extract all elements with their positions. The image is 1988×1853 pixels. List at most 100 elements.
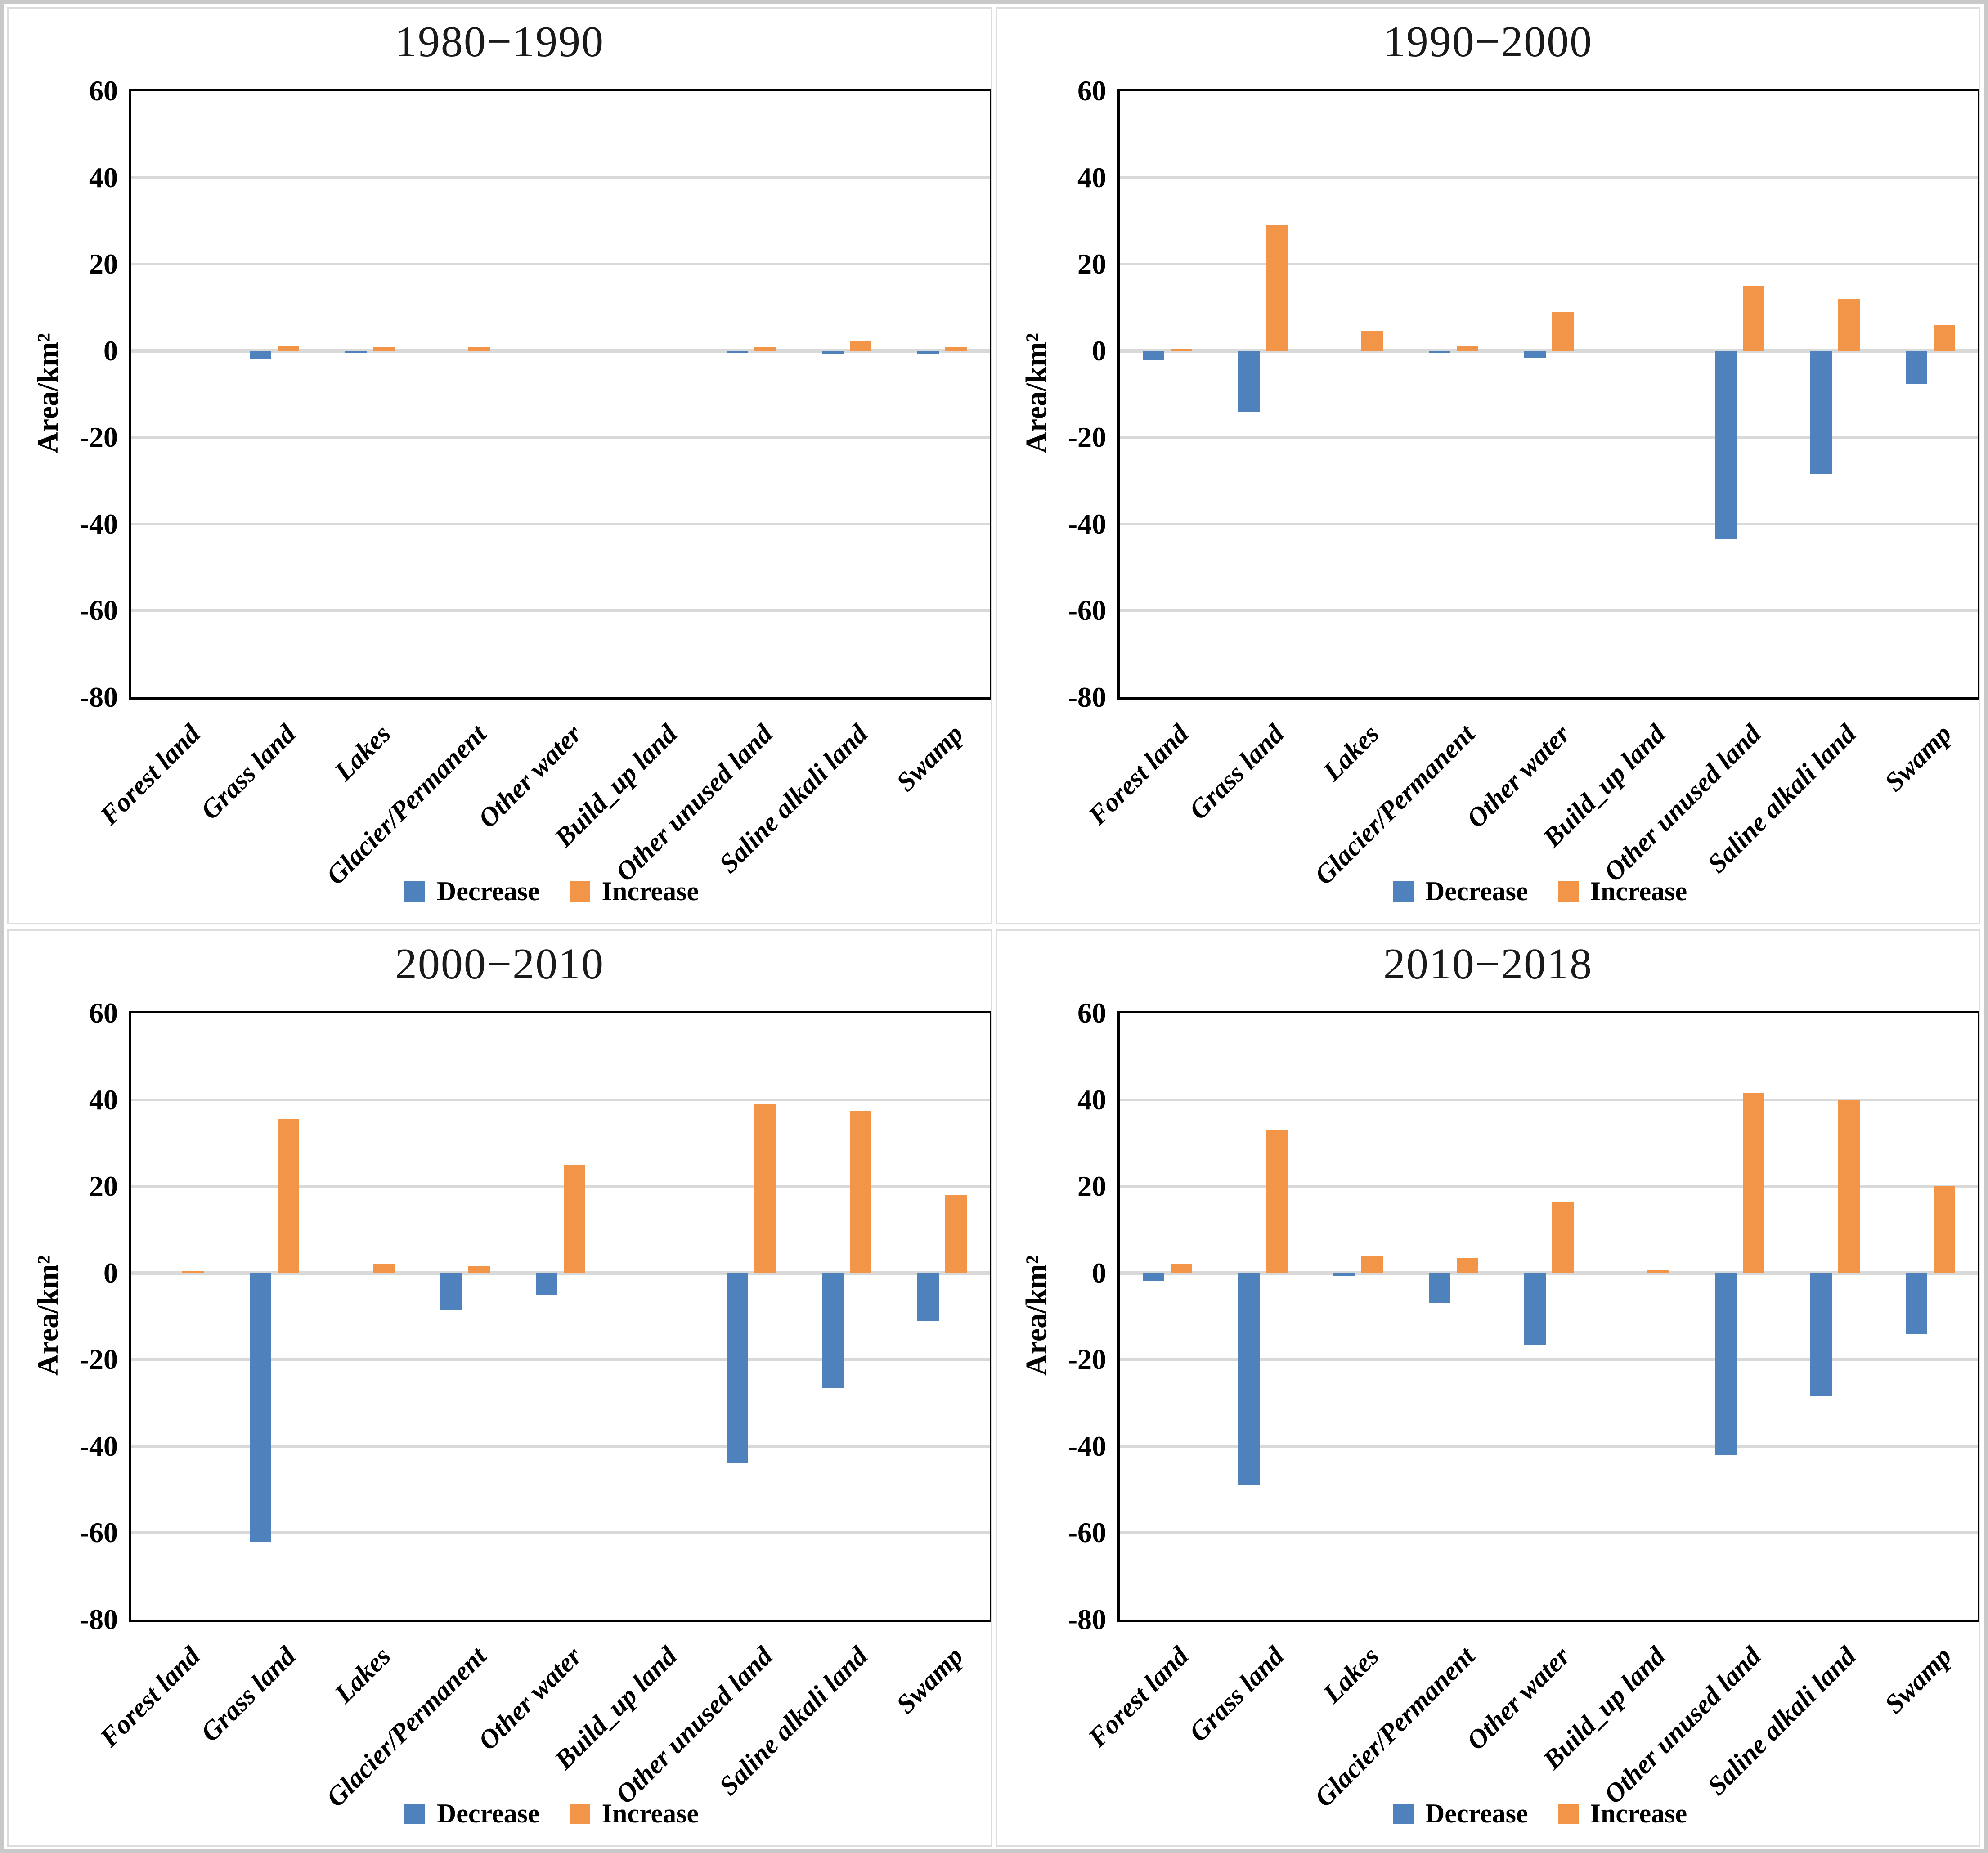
- chart-legend: Decrease Increase: [1117, 876, 1979, 907]
- y-tick-label: -60: [79, 594, 118, 627]
- bar-increase: [945, 1195, 967, 1273]
- bar-decrease: [1906, 350, 1927, 384]
- y-tick-label: 20: [89, 1170, 118, 1202]
- gridline: [1120, 176, 1978, 179]
- bar-increase: [468, 347, 490, 351]
- gridline: [1120, 1358, 1978, 1361]
- bar-decrease: [1143, 1273, 1164, 1281]
- y-tick-label: -20: [1068, 421, 1106, 453]
- bar-decrease: [440, 1273, 462, 1310]
- category-label: Lakes: [1317, 1641, 1385, 1709]
- y-tick-label: -40: [79, 1430, 118, 1462]
- category-label: Glacier/Permanent: [1309, 718, 1481, 891]
- bar-decrease: [345, 350, 367, 353]
- y-tick-label: 40: [89, 161, 118, 193]
- y-tick-label: 60: [1077, 997, 1106, 1029]
- category-label: Lakes: [329, 718, 397, 787]
- gridline: [1120, 1098, 1978, 1101]
- gridline: [131, 1445, 990, 1448]
- y-tick-label: 40: [89, 1083, 118, 1116]
- y-tick-label: 60: [89, 75, 118, 107]
- bar-increase: [1552, 1202, 1574, 1273]
- y-tick-label: -80: [79, 1603, 118, 1635]
- gridline: [131, 1358, 990, 1361]
- category-label: Lakes: [329, 1641, 397, 1709]
- bar-increase: [1266, 1130, 1288, 1273]
- y-tick-label: -20: [79, 1343, 118, 1376]
- legend-label-increase: Increase: [1590, 1799, 1687, 1828]
- chart-legend: Decrease Increase: [129, 876, 991, 907]
- bar-decrease: [250, 1273, 271, 1542]
- category-label: Swamp: [890, 1641, 969, 1719]
- category-label: Lakes: [1317, 718, 1385, 787]
- bar-decrease: [822, 1273, 844, 1388]
- gridline: [131, 436, 990, 439]
- legend-label-increase: Increase: [601, 876, 699, 906]
- bar-decrease: [536, 1273, 557, 1295]
- chart-panel-1990-2000: 1990−2000 Area/km² Decrease Increase 60 4…: [996, 7, 1980, 924]
- legend-swatch-increase: [569, 1803, 590, 1824]
- y-tick-label: 40: [1077, 1083, 1106, 1116]
- zero-gridline: [1120, 1271, 1978, 1275]
- y-tick-label: 40: [1077, 161, 1106, 193]
- gridline: [131, 522, 990, 525]
- legend-label-decrease: Decrease: [1425, 876, 1528, 906]
- bar-decrease: [1238, 1273, 1260, 1485]
- y-tick-label: 0: [1092, 1256, 1106, 1289]
- gridline: [131, 1531, 990, 1534]
- legend-swatch-increase: [1557, 1803, 1579, 1824]
- category-label: Other unused land: [1598, 718, 1767, 888]
- bar-increase: [1171, 348, 1192, 351]
- gridline: [1120, 1531, 1978, 1534]
- bar-decrease: [1333, 1273, 1355, 1277]
- category-label: Swamp: [1879, 1641, 1957, 1719]
- y-tick-label: -80: [79, 681, 118, 713]
- y-tick-label: -40: [1068, 1430, 1106, 1462]
- y-tick-label: 20: [1077, 248, 1106, 280]
- y-tick-label: 20: [89, 248, 118, 280]
- bar-increase: [945, 347, 967, 351]
- bar-increase: [1457, 346, 1478, 351]
- plot-area: [1117, 89, 1979, 700]
- gridline: [1120, 436, 1978, 439]
- y-tick-label: 60: [89, 997, 118, 1029]
- chart-legend: Decrease Increase: [1117, 1798, 1979, 1829]
- y-tick-label: -60: [1068, 1516, 1106, 1549]
- category-label: Forest land: [94, 1641, 206, 1753]
- category-label: Forest land: [1082, 718, 1194, 830]
- category-label: Glacier/Permanent: [1309, 1641, 1481, 1813]
- y-tick-label: -60: [79, 1516, 118, 1549]
- category-label: Forest land: [94, 718, 206, 830]
- bar-increase: [468, 1266, 490, 1273]
- y-tick-label: -20: [79, 421, 118, 453]
- bar-decrease: [1524, 1273, 1546, 1345]
- gridline: [1120, 1185, 1978, 1188]
- gridline: [1120, 609, 1978, 612]
- chart-panel-2000-2010: 2000−2010 Area/km² Decrease Increase 60 4…: [7, 929, 992, 1847]
- legend-label-decrease: Decrease: [436, 1799, 540, 1828]
- bar-increase: [373, 347, 395, 351]
- y-tick-label: 0: [1092, 334, 1106, 367]
- category-label: Grass land: [1183, 1641, 1290, 1748]
- bar-increase: [564, 1165, 585, 1273]
- bar-decrease: [1906, 1273, 1927, 1334]
- category-label: Swamp: [890, 718, 969, 797]
- y-tick-label: 20: [1077, 1170, 1106, 1202]
- y-tick-label: -80: [1068, 1603, 1106, 1635]
- y-tick-label: -40: [1068, 507, 1106, 540]
- bar-increase: [850, 341, 871, 351]
- bar-increase: [1934, 1186, 1955, 1273]
- bar-decrease: [917, 1273, 939, 1321]
- chart-panel-1980-1990: 1980−1990 Area/km² Decrease Increase 60 4…: [7, 7, 992, 924]
- bar-increase: [850, 1110, 871, 1273]
- bar-decrease: [917, 350, 939, 354]
- y-tick-label: -60: [1068, 594, 1106, 627]
- chart-legend: Decrease Increase: [129, 1798, 991, 1829]
- y-tick-label: 0: [103, 1256, 118, 1289]
- bar-decrease: [1715, 350, 1737, 539]
- legend-label-decrease: Decrease: [436, 876, 540, 906]
- legend-swatch-increase: [569, 881, 590, 902]
- bar-increase: [1743, 1093, 1764, 1273]
- bar-increase: [1361, 331, 1383, 351]
- bar-decrease: [1143, 350, 1164, 360]
